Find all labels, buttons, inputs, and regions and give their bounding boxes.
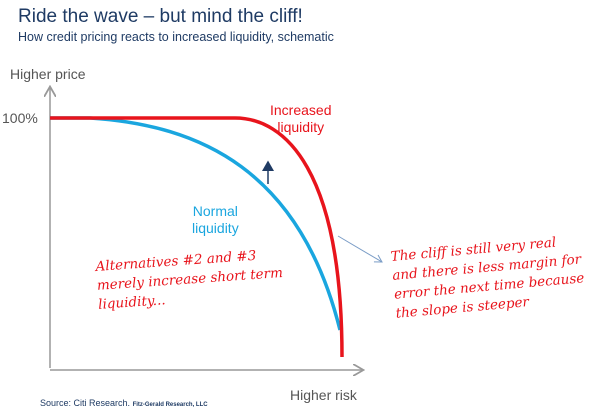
label-line: Normal bbox=[192, 203, 238, 219]
y-axis-label: Higher price bbox=[10, 66, 86, 82]
source-credit: Fitz-Gerald Research, LLC bbox=[132, 402, 208, 408]
normal-liquidity-label: Normal liquidity bbox=[192, 203, 239, 237]
label-line: liquidity bbox=[192, 220, 239, 236]
y-tick-100: 100% bbox=[2, 110, 38, 126]
annotation-arrow bbox=[337, 235, 383, 263]
page-title: Ride the wave – but mind the cliff! bbox=[18, 6, 303, 27]
increased-liquidity-label: Increased liquidity bbox=[270, 102, 331, 136]
label-line: Increased bbox=[270, 102, 332, 118]
source-text: Source: Citi Research. bbox=[40, 398, 131, 408]
label-line: liquidity bbox=[277, 119, 325, 135]
x-axis-label: Higher risk bbox=[290, 387, 357, 403]
source-note: Source: Citi Research. Fitz-Gerald Resea… bbox=[40, 398, 208, 408]
normal-liquidity-curve bbox=[50, 116, 342, 331]
subtitle: How credit pricing reacts to increased l… bbox=[18, 30, 334, 44]
increased-liquidity-curve bbox=[50, 116, 344, 358]
